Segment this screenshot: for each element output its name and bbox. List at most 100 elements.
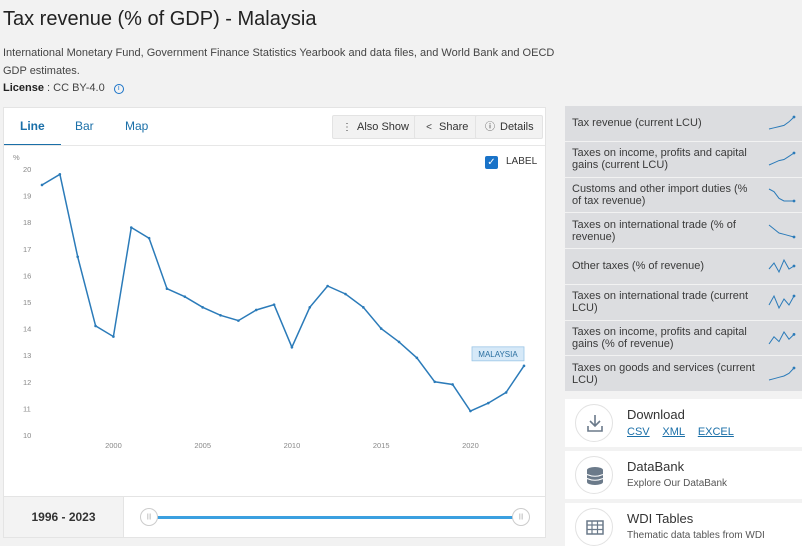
- related-indicator-label: Taxes on international trade (current LC…: [572, 290, 749, 315]
- related-indicator-label: Taxes on income, profits and capital gai…: [572, 147, 747, 172]
- tab-line[interactable]: Line: [4, 116, 61, 146]
- info-icon[interactable]: i: [113, 84, 124, 94]
- range-start-handle[interactable]: |||: [140, 508, 158, 526]
- related-indicator-item[interactable]: Tax revenue (current LCU): [565, 106, 802, 142]
- related-indicators: Tax revenue (current LCU) Taxes on income…: [565, 106, 802, 392]
- related-indicator-item[interactable]: Taxes on international trade (% of reven…: [565, 213, 802, 249]
- data-point[interactable]: [94, 324, 97, 328]
- y-tick-label: 18: [23, 218, 31, 227]
- related-indicator-label: Customs and other import duties (% of ta…: [572, 182, 748, 207]
- sparkline: [768, 188, 796, 203]
- x-tick-label: 2015: [373, 441, 390, 448]
- download-icon: [575, 404, 613, 442]
- share-icon: <: [426, 122, 432, 133]
- databank-title: DataBank: [627, 459, 685, 474]
- also-show-label: Also Show: [357, 121, 409, 133]
- download-xml-link[interactable]: XML: [662, 426, 686, 438]
- related-indicator-item[interactable]: Taxes on goods and services (current LCU…: [565, 356, 802, 392]
- series-label-box: [471, 346, 525, 362]
- data-point[interactable]: [76, 255, 80, 259]
- data-point[interactable]: [326, 284, 329, 288]
- sparkline: [768, 330, 796, 345]
- y-tick-label: 11: [23, 404, 31, 413]
- details-button[interactable]: ⓘ Details: [475, 115, 543, 139]
- data-point[interactable]: [469, 409, 472, 413]
- data-point[interactable]: [504, 391, 508, 394]
- chart-panel: Line Bar Map ⋮ Also Show < Share ⓘ Details …: [3, 107, 546, 497]
- y-tick-label: 20: [23, 165, 31, 174]
- data-point[interactable]: [397, 340, 401, 344]
- data-point[interactable]: [219, 314, 222, 317]
- download-csv-link[interactable]: CSV: [627, 426, 650, 438]
- data-point[interactable]: [112, 335, 115, 338]
- related-indicator-item[interactable]: Other taxes (% of revenue): [565, 249, 802, 285]
- tab-bar[interactable]: Bar: [75, 119, 94, 133]
- related-indicator-item[interactable]: Taxes on international trade (current LC…: [565, 284, 802, 321]
- data-point[interactable]: [486, 401, 490, 405]
- data-point[interactable]: [290, 345, 294, 349]
- related-indicator-item[interactable]: Customs and other import duties (% of ta…: [565, 177, 802, 214]
- sparkline: [768, 224, 796, 239]
- related-indicator-label: Other taxes (% of revenue): [572, 260, 705, 273]
- x-tick-label: 2020: [462, 441, 479, 448]
- data-point[interactable]: [451, 383, 454, 386]
- label-checkbox[interactable]: ✓: [485, 156, 498, 169]
- wdi-title: WDI Tables: [627, 511, 694, 526]
- related-indicator-label: Taxes on goods and services (current LCU…: [572, 361, 755, 386]
- database-icon: [575, 456, 613, 494]
- data-point[interactable]: [254, 308, 258, 312]
- y-tick-label: 13: [23, 351, 31, 360]
- data-point[interactable]: [344, 292, 347, 296]
- license-line: License : CC BY-4.0 i: [3, 82, 124, 94]
- source-note: International Monetary Fund, Government …: [3, 47, 555, 77]
- download-excel-link[interactable]: EXCEL: [697, 426, 734, 438]
- related-indicator-item[interactable]: Taxes on income, profits and capital gai…: [565, 320, 802, 357]
- series-line-malaysia: [41, 173, 525, 413]
- y-tick-label: 14: [23, 325, 31, 334]
- y-tick-label: 17: [23, 245, 31, 254]
- range-end-handle[interactable]: |||: [512, 508, 530, 526]
- data-point[interactable]: [362, 306, 365, 309]
- y-tick-label: 12: [23, 378, 31, 387]
- share-label: Share: [439, 121, 469, 133]
- data-point[interactable]: [201, 306, 204, 309]
- data-point[interactable]: [129, 226, 133, 229]
- related-indicator-label: Tax revenue (current LCU): [572, 117, 702, 130]
- data-point[interactable]: [522, 364, 526, 368]
- data-point[interactable]: [433, 380, 437, 384]
- year-range-slider: 1996 - 2023 ||| |||: [3, 496, 546, 538]
- data-point[interactable]: [147, 236, 151, 240]
- data-point[interactable]: [308, 306, 312, 309]
- related-indicator-item[interactable]: Taxes on income, profits and capital gai…: [565, 141, 802, 178]
- page-title: Tax revenue (% of GDP) - Malaysia: [3, 8, 317, 30]
- related-indicator-label: Taxes on income, profits and capital gai…: [572, 325, 747, 350]
- x-tick-label: 2000: [105, 441, 122, 448]
- tab-divider: [4, 145, 545, 146]
- databank-subtitle: Explore Our DataBank: [627, 478, 728, 489]
- wdi-subtitle: Thematic data tables from WDI: [627, 530, 765, 541]
- info-circle-icon: ⓘ: [485, 122, 495, 133]
- table-icon: [575, 508, 613, 546]
- sparkline: [768, 366, 796, 381]
- also-show-button[interactable]: ⋮ Also Show: [332, 115, 418, 139]
- y-tick-label: 15: [23, 298, 31, 307]
- data-point[interactable]: [237, 319, 240, 322]
- share-button[interactable]: < Share: [414, 115, 478, 139]
- data-point[interactable]: [415, 356, 419, 360]
- databank-card[interactable]: DataBank Explore Our DataBank: [565, 451, 802, 499]
- tab-map[interactable]: Map: [125, 119, 149, 133]
- range-track[interactable]: [150, 516, 524, 519]
- download-links: CSV XML EXCEL: [627, 426, 744, 438]
- data-point[interactable]: [379, 327, 383, 330]
- series-label-text: MALAYSIA: [478, 350, 518, 359]
- data-point[interactable]: [272, 303, 276, 306]
- data-point[interactable]: [40, 183, 44, 187]
- data-point[interactable]: [183, 295, 187, 298]
- data-point[interactable]: [58, 173, 62, 176]
- y-tick-label: 10: [23, 431, 31, 440]
- sparkline: [768, 115, 796, 130]
- year-range-label: 1996 - 2023: [4, 497, 124, 537]
- wdi-tables-card[interactable]: WDI Tables Thematic data tables from WDI: [565, 503, 802, 546]
- data-point[interactable]: [165, 287, 169, 290]
- y-axis-label: %: [13, 153, 20, 162]
